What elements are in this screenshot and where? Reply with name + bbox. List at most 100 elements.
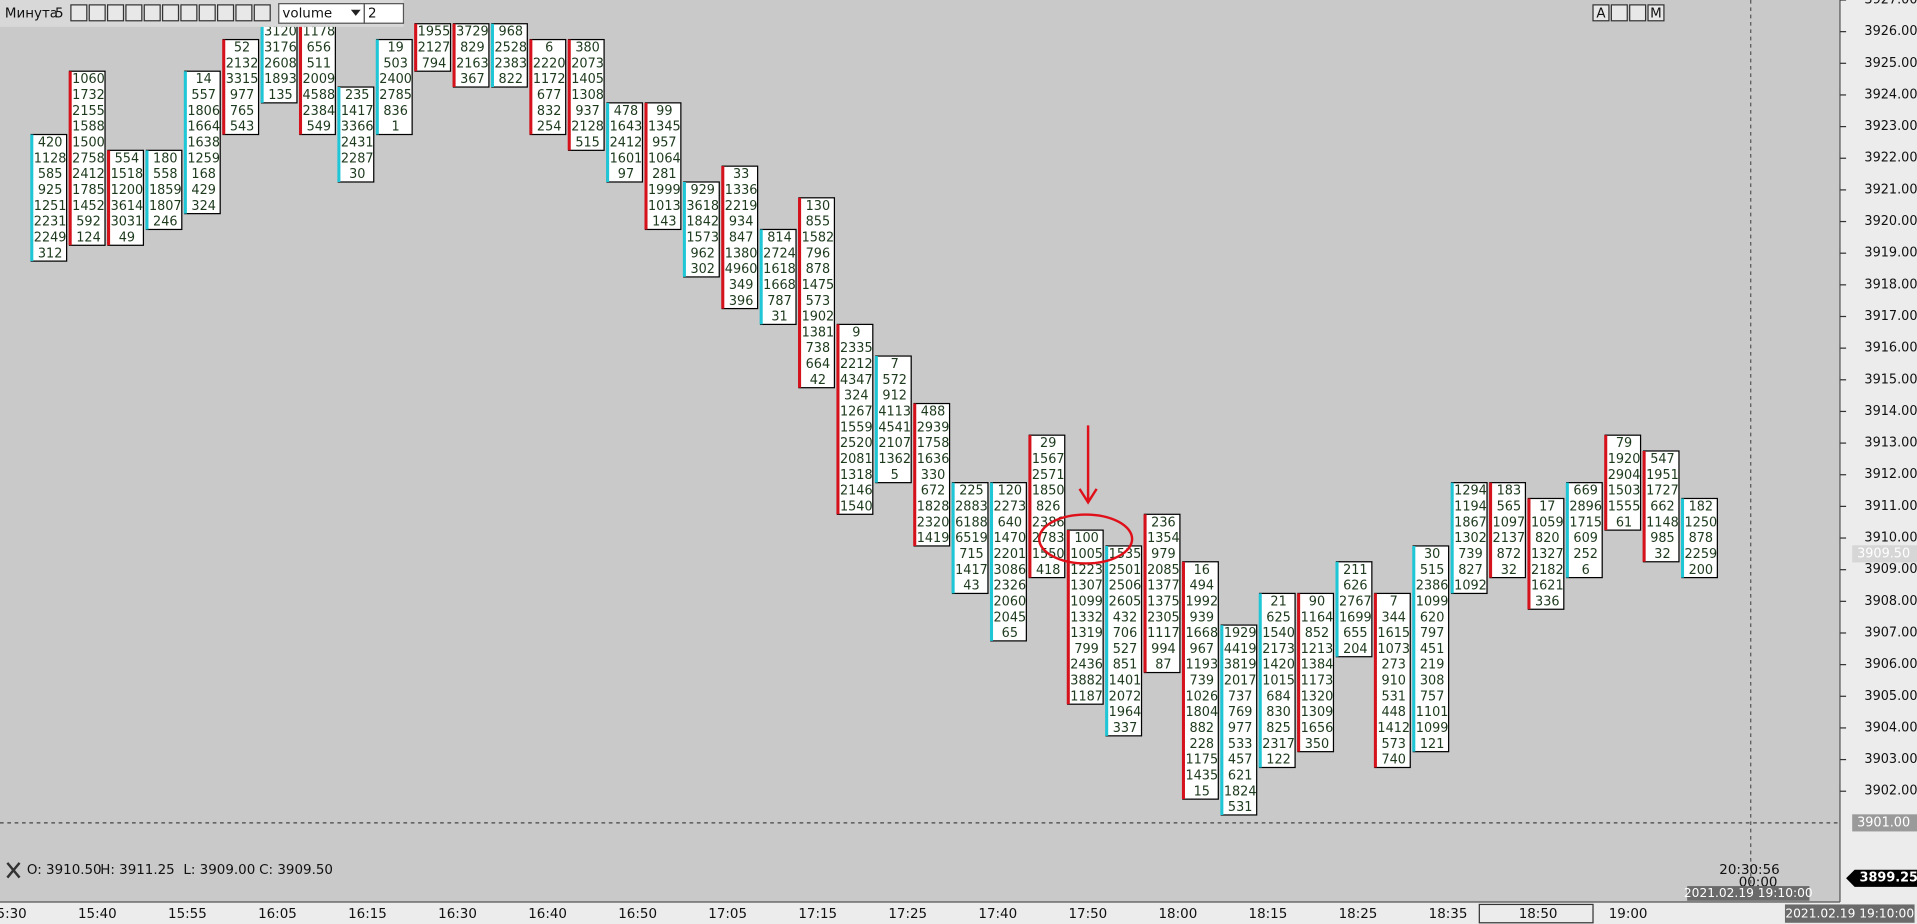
tool-button[interactable] (217, 4, 235, 22)
volume-cell: 1732 (72, 88, 105, 103)
column-box (376, 38, 413, 136)
volume-cell: 664 (806, 357, 831, 372)
y-tick-label: 3906.00 (1864, 657, 1917, 672)
y-tick-label: 3905.00 (1864, 689, 1917, 704)
volume-cell: 1850 (1032, 484, 1065, 499)
tool-button[interactable] (70, 4, 88, 22)
volume-cell: 1250 (1685, 515, 1718, 530)
timeframe[interactable]: Минута (5, 6, 58, 21)
volume-cell: 4541 (878, 420, 911, 435)
volume-cell: 168 (191, 167, 216, 182)
volume-cell: 1173 (1301, 674, 1334, 689)
volume-cell: 1417 (341, 104, 374, 119)
volume-cell: 2146 (840, 484, 873, 499)
volume-cell: 448 (1381, 705, 1406, 720)
tool-button[interactable] (253, 4, 271, 22)
volume-cell: 2506 (1109, 579, 1142, 594)
info-open: O: 3910.50 (27, 863, 102, 878)
price-axis-area (1839, 0, 1917, 924)
y-tick-label: 3925.00 (1864, 56, 1917, 71)
right-button[interactable] (1610, 4, 1628, 22)
tool-button[interactable] (106, 4, 125, 22)
indicator-value-input[interactable] (363, 3, 405, 24)
x-tick-label: 16:50 (618, 907, 657, 922)
volume-cell: 2137 (1493, 531, 1526, 546)
volume-cell: 420 (38, 136, 63, 151)
volume-cell: 31 (771, 310, 787, 325)
volume-cell: 1540 (1262, 626, 1295, 641)
right-button[interactable] (1629, 4, 1647, 22)
volume-cell: 1964 (1109, 705, 1142, 720)
y-tick-label: 3924.00 (1864, 87, 1917, 102)
tool-button[interactable] (125, 4, 143, 22)
tool-button[interactable] (235, 4, 253, 22)
volume-cell: 4347 (840, 373, 873, 388)
last-price-box (1846, 869, 1917, 887)
y-tick-label: 3908.00 (1864, 594, 1917, 609)
column-box (260, 23, 298, 104)
tool-button[interactable] (88, 4, 106, 22)
tool-button[interactable] (161, 4, 180, 22)
period[interactable]: 5 (55, 6, 64, 21)
volume-cell: 2017 (1224, 674, 1257, 689)
volume-cell: 655 (1343, 626, 1368, 641)
y-tick-label: 3912.00 (1864, 467, 1917, 482)
column-box (222, 38, 260, 136)
volume-cell: 2220 (533, 56, 566, 71)
volume-cell: 3086 (994, 563, 1027, 578)
volume-cell: 2320 (917, 515, 950, 530)
volume-cell: 3120 (264, 25, 297, 40)
volume-cell: 852 (1305, 626, 1330, 641)
volume-cell: 3729 (456, 25, 489, 40)
volume-cell: 847 (729, 230, 754, 245)
y-tick-label: 3911.00 (1864, 499, 1917, 514)
volume-cell: 21 (1270, 594, 1286, 609)
volume-cell: 1320 (1301, 689, 1334, 704)
volume-cell: 124 (76, 230, 101, 245)
volume-cell: 2326 (994, 579, 1027, 594)
volume-cell: 1500 (72, 136, 105, 151)
volume-cell: 350 (1305, 737, 1330, 752)
right-button[interactable] (1592, 4, 1610, 22)
volume-cell: 1588 (72, 120, 105, 135)
annotation-arrow (1078, 425, 1098, 505)
volume-cell: 1213 (1301, 642, 1334, 657)
volume-cell: 3882 (1070, 674, 1103, 689)
right-button[interactable] (1647, 4, 1665, 22)
volume-cell: 1073 (1377, 642, 1410, 657)
volume-cell: 1013 (648, 199, 681, 214)
volume-cell: 669 (1573, 484, 1598, 499)
column-box (913, 402, 951, 547)
volume-cell: 7 (891, 357, 899, 372)
volume-cell: 99 (656, 104, 672, 119)
volume-cell: 180 (153, 151, 178, 166)
volume-cell: 1377 (1147, 579, 1180, 594)
annotation-circle (1037, 513, 1134, 565)
tool-button[interactable] (198, 4, 216, 22)
tool-button[interactable] (180, 4, 198, 22)
volume-cell: 2163 (456, 56, 489, 71)
clock: 20:30:56 (1719, 863, 1779, 878)
column-box (1220, 624, 1258, 816)
volume-cell: 1999 (648, 183, 681, 198)
volume-cell: 1420 (1262, 658, 1295, 673)
columns: 4201128585925125122312249312106017322155… (30, 23, 1718, 816)
volume-cell: 121 (1420, 737, 1445, 752)
volume-cell: 429 (191, 183, 216, 198)
tool-button[interactable] (143, 4, 161, 22)
volume-cell: 2571 (1032, 468, 1065, 483)
volume-cell: 336 (1535, 594, 1560, 609)
volume-cell: 2384 (303, 104, 336, 119)
volume-cell: 367 (460, 72, 485, 87)
volume-cell: 1380 (725, 246, 758, 261)
column-box (1604, 434, 1642, 531)
volume-cell: 1354 (1147, 531, 1180, 546)
volume-cell: 1405 (571, 72, 604, 87)
